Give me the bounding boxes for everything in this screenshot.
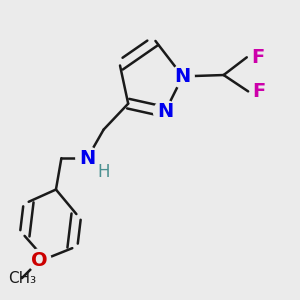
Circle shape (76, 147, 99, 169)
Text: F: F (252, 82, 266, 101)
Text: N: N (175, 67, 191, 86)
Text: N: N (79, 149, 95, 168)
Text: H: H (98, 163, 110, 181)
Text: O: O (31, 251, 48, 270)
Circle shape (154, 100, 176, 123)
Circle shape (28, 249, 51, 272)
Text: N: N (157, 102, 173, 121)
Circle shape (171, 65, 194, 88)
Text: F: F (251, 48, 264, 67)
Text: CH₃: CH₃ (8, 271, 36, 286)
